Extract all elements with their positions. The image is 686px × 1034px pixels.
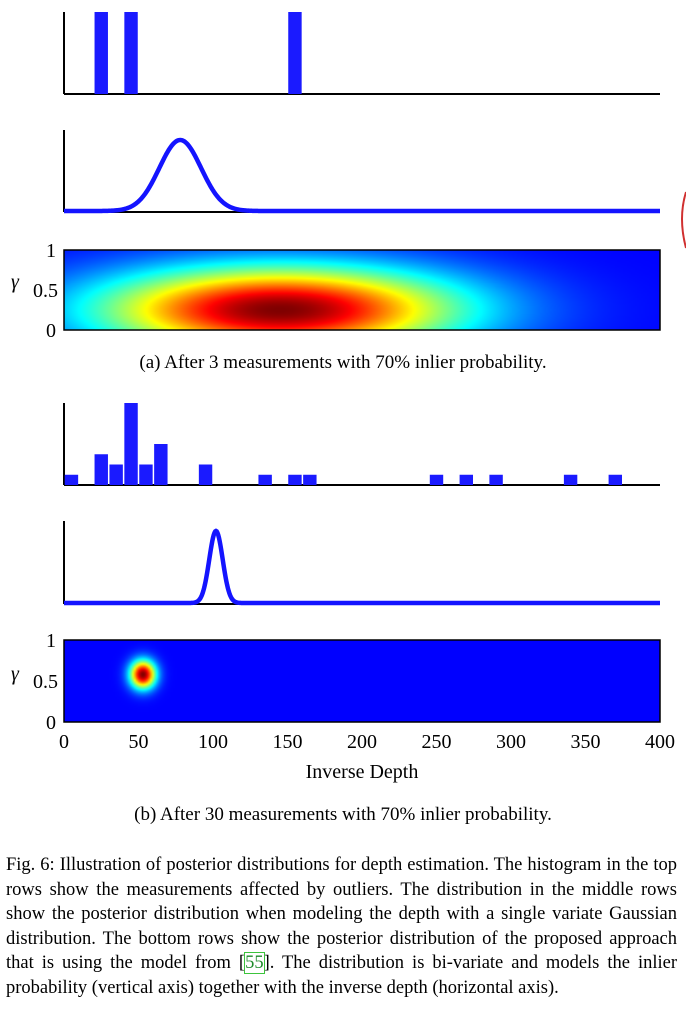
x-tick-label: 150 — [273, 731, 303, 753]
heatmap-panel-a: 1 0.5 0 γ — [11, 240, 661, 342]
heatmap-panel-b: 1 0.5 0 γ — [11, 630, 661, 734]
hist-b-bar — [154, 444, 168, 485]
heatmap-a-ylabel: γ — [11, 271, 20, 293]
hist-a-bar — [94, 12, 108, 94]
x-tick-label: 350 — [571, 731, 601, 753]
heatmap-a-ytick-05: 0.5 — [33, 280, 58, 302]
hist-b-bar — [139, 464, 153, 485]
hist-b-bar — [124, 403, 138, 485]
hist-b-bar — [303, 474, 317, 485]
gaussian-panel-b — [63, 521, 660, 606]
heatmap-b-ylabel: γ — [11, 663, 20, 685]
x-axis-ticks: 0 50 100 150 200 250 300 350 400 — [59, 731, 675, 753]
heatmap-b-frame — [63, 639, 661, 723]
heatmap-b-image — [64, 640, 660, 722]
hist-b-bar — [429, 474, 444, 485]
subcaption-b: (b) After 30 measurements with 70% inlie… — [134, 804, 552, 825]
x-tick-label: 400 — [645, 731, 675, 753]
heatmap-a-ytick-1: 1 — [46, 240, 56, 262]
gauss-a-curve — [64, 137, 660, 214]
hist-b-bar — [258, 474, 272, 485]
hist-a-bar — [124, 12, 138, 94]
x-tick-label: 0 — [59, 731, 69, 753]
x-tick-label: 250 — [422, 731, 452, 753]
heatmap-b-ytick-0: 0 — [46, 712, 56, 734]
hist-b-bar — [459, 474, 474, 485]
heatmap-a-ytick-0: 0 — [46, 320, 56, 342]
subcaption-a: (a) After 3 measurements with 70% inlier… — [139, 352, 547, 373]
heatmap-b-ytick-1: 1 — [46, 630, 56, 652]
histogram-panel-b — [63, 403, 660, 486]
hist-b-bar — [563, 474, 578, 485]
hist-b-bar — [288, 474, 302, 485]
gauss-b-curve — [64, 528, 660, 606]
heatmap-a-image — [64, 250, 660, 330]
heatmap-b-ytick-05: 0.5 — [33, 671, 58, 693]
caption-text-2: ]. The distribution is bi-variate and mo… — [6, 953, 677, 998]
x-tick-label: 50 — [129, 731, 149, 753]
heatmap-a-frame — [63, 249, 661, 331]
hist-b-bar — [64, 474, 79, 485]
histogram-panel-a — [63, 12, 660, 95]
hist-b-bar — [109, 464, 123, 485]
x-tick-label: 100 — [198, 731, 228, 753]
hist-a-bar — [288, 12, 302, 94]
caption-text-1: Illustration of posterior distributions … — [6, 855, 678, 973]
hist-b-bar — [489, 474, 503, 485]
hist-b-bar — [94, 454, 108, 485]
citation-link[interactable]: 55 — [244, 952, 265, 974]
clipped-red-arc — [681, 191, 686, 249]
hist-b-bar — [198, 464, 213, 485]
x-tick-label: 200 — [347, 731, 377, 753]
x-axis-label: Inverse Depth — [306, 761, 419, 783]
hist-b-bar — [608, 474, 623, 485]
x-tick-label: 300 — [496, 731, 526, 753]
figure-caption: Fig. 6: Illustration of posterior distri… — [6, 853, 677, 1000]
gaussian-panel-a — [63, 130, 660, 214]
figure-label: Fig. 6: — [6, 855, 55, 875]
